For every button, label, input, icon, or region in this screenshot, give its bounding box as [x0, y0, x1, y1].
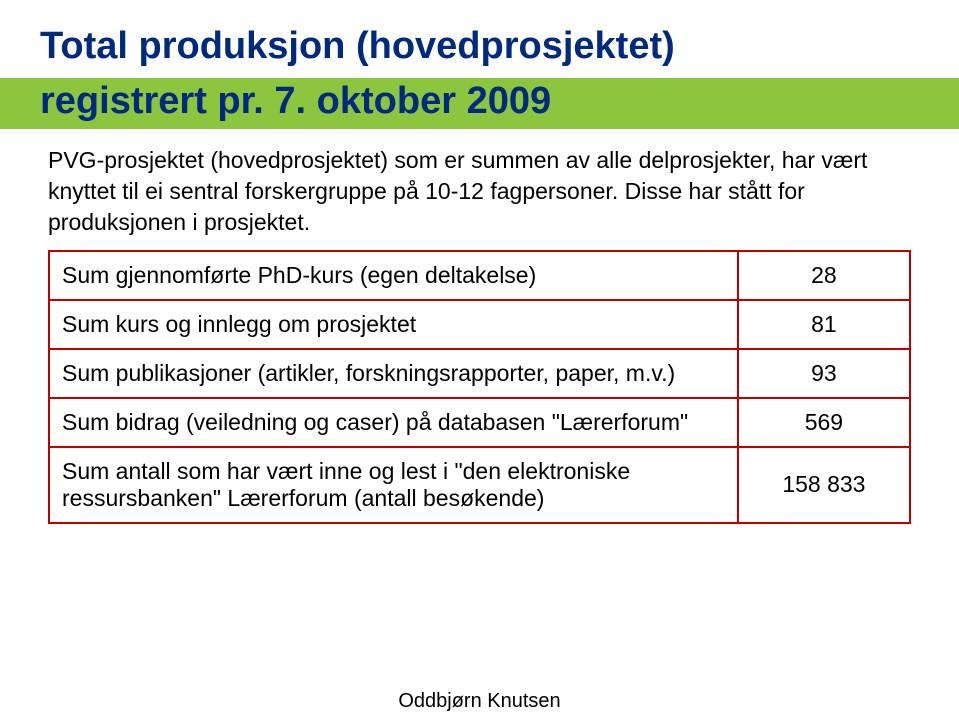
- row-value: 158 833: [738, 447, 910, 523]
- table-row: Sum bidrag (veiledning og caser) på data…: [49, 398, 910, 447]
- table-row: Sum publikasjoner (artikler, forskningsr…: [49, 349, 910, 398]
- production-table: Sum gjennomførte PhD-kurs (egen deltakel…: [48, 250, 911, 524]
- title-line-1: Total produksjon (hovedprosjektet): [40, 24, 919, 70]
- row-label: Sum gjennomførte PhD-kurs (egen deltakel…: [49, 251, 738, 300]
- title-line-2: registrert pr. 7. oktober 2009: [40, 80, 551, 122]
- row-value: 28: [738, 251, 910, 300]
- row-label: Sum publikasjoner (artikler, forskningsr…: [49, 349, 738, 398]
- footer-author: Oddbjørn Knutsen: [0, 690, 959, 713]
- production-table-wrap: Sum gjennomførte PhD-kurs (egen deltakel…: [0, 250, 959, 524]
- row-value: 93: [738, 349, 910, 398]
- row-label: Sum antall som har vært inne og lest i "…: [49, 447, 738, 523]
- row-label: Sum kurs og innlegg om prosjektet: [49, 300, 738, 349]
- table-row: Sum gjennomførte PhD-kurs (egen deltakel…: [49, 251, 910, 300]
- intro-paragraph: PVG-prosjektet (hovedprosjektet) som er …: [0, 129, 959, 250]
- subtitle-bar: registrert pr. 7. oktober 2009: [0, 78, 959, 129]
- table-row: Sum kurs og innlegg om prosjektet 81: [49, 300, 910, 349]
- row-label: Sum bidrag (veiledning og caser) på data…: [49, 398, 738, 447]
- row-value: 81: [738, 300, 910, 349]
- table-row: Sum antall som har vært inne og lest i "…: [49, 447, 910, 523]
- title-block: Total produksjon (hovedprosjektet): [0, 0, 959, 78]
- row-value: 569: [738, 398, 910, 447]
